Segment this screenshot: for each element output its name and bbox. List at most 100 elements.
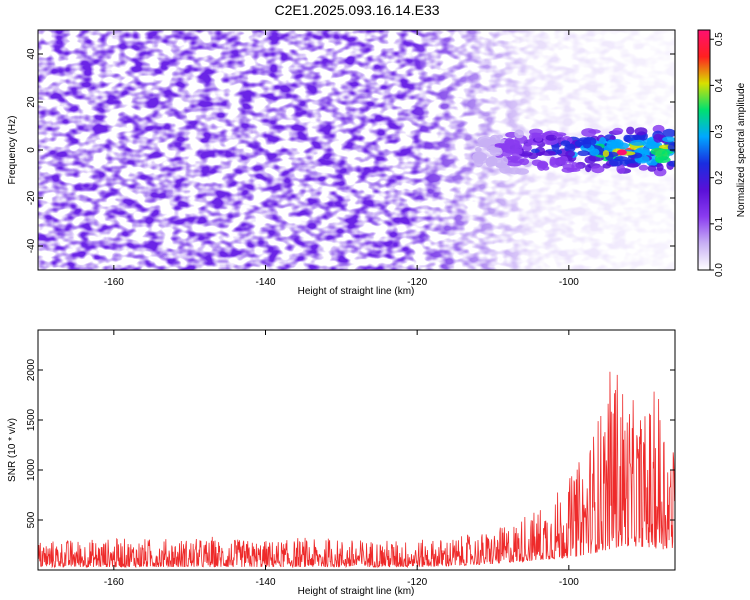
snr-series-line — [38, 371, 675, 569]
colorbar-tick-label: 0.5 — [714, 32, 725, 46]
signal-blob — [496, 134, 504, 139]
snr-x-tick-label: -100 — [559, 577, 579, 588]
signal-blob — [630, 139, 646, 146]
signal-blob — [602, 163, 611, 169]
colorbar-tick-label: 0.1 — [714, 216, 725, 230]
signal-blob — [540, 150, 557, 156]
spectrogram-panel: -160 -140 -120 -100 -40 -20 0 20 40 Height of s… — [7, 29, 676, 297]
spectrogram-y-tick-label: 20 — [26, 96, 37, 108]
signal-blob — [489, 147, 503, 157]
signal-blob — [646, 140, 663, 150]
snr-x-axis: -160 -140 -120 -100 — [104, 330, 579, 588]
signal-blob — [653, 167, 667, 177]
colorbar-tick-label: 0.3 — [714, 124, 725, 138]
colorbar: 0.0 0.1 0.2 0.3 0.4 0.5 Normalized spectral a… — [697, 29, 747, 277]
signal-blob — [653, 133, 663, 143]
colorbar-tick-label: 0.0 — [714, 263, 725, 277]
spectrogram-y-axis: -40 -20 0 20 40 — [26, 48, 675, 253]
snr-y-tick-label: 500 — [26, 511, 37, 528]
snr-frame — [37, 329, 676, 571]
spectrogram-y-tick-label: -40 — [26, 238, 37, 253]
signal-blob — [558, 155, 569, 166]
signal-blob — [591, 165, 605, 174]
spectrogram-y-tick-label: 40 — [26, 48, 37, 60]
snr-y-tick-label: 1000 — [26, 458, 37, 481]
signal-blob — [582, 139, 592, 149]
spectrogram-x-tick-label: -100 — [559, 277, 579, 288]
signal-blob — [606, 139, 616, 149]
colorbar-label: Normalized spectral amplitude — [736, 82, 747, 217]
signal-blob — [662, 128, 675, 138]
signal-blob — [577, 164, 584, 169]
signal-blob — [499, 164, 511, 174]
snr-y-tick-label: 2000 — [26, 358, 37, 381]
signal-blob — [506, 155, 520, 161]
signal-peak — [616, 149, 627, 156]
signal-blob — [545, 130, 559, 137]
signal-blob — [581, 128, 597, 137]
signal-blob — [602, 150, 610, 157]
signal-blob — [506, 160, 523, 167]
snr-x-label: Height of straight line (km) — [298, 586, 415, 597]
snr-y-axis: 500 1000 1500 2000 — [26, 358, 675, 528]
signal-blob — [515, 150, 523, 155]
snr-x-tick-label: -140 — [255, 577, 275, 588]
signal-blob — [534, 135, 543, 142]
signal-blob — [537, 161, 549, 168]
chart-title: C2E1.2025.093.16.14.E33 — [274, 2, 439, 18]
signal-blob — [545, 134, 557, 141]
spectrogram-x-tick-label: -160 — [104, 277, 124, 288]
colorbar-frame — [697, 29, 711, 271]
snr-x-tick-label: -160 — [104, 577, 124, 588]
signal-blob — [638, 164, 649, 171]
signal-blob — [522, 142, 532, 152]
colorbar-tick-label: 0.2 — [714, 170, 725, 184]
signal-blob — [500, 156, 509, 166]
signal-blob — [585, 164, 592, 173]
signal-blob — [555, 149, 563, 155]
signal-blob — [662, 136, 675, 143]
snr-y-tick-label: 1500 — [26, 408, 37, 431]
signal-blob — [626, 126, 635, 135]
signal-blob — [599, 137, 607, 146]
signal-blob — [612, 127, 624, 135]
signal-blob — [667, 160, 675, 167]
signal-blob — [577, 150, 590, 157]
signal-blob — [489, 158, 498, 167]
spectrogram-y-label: Frequency (Hz) — [7, 116, 18, 185]
signal-blob — [656, 163, 664, 172]
signal-blob — [584, 155, 597, 164]
signal-blob — [589, 148, 600, 156]
signal-blob — [608, 158, 623, 167]
colorbar-scale — [698, 30, 710, 270]
colorbar-ticks: 0.0 0.1 0.2 0.3 0.4 0.5 — [710, 32, 725, 277]
spectrogram-y-tick-label: -20 — [26, 190, 37, 205]
spectrogram-signal-band — [472, 124, 675, 177]
spectrogram-x-label: Height of straight line (km) — [298, 286, 415, 297]
spectrogram-x-tick-label: -120 — [407, 277, 427, 288]
spectrogram-x-axis: -160 -140 -120 -100 — [104, 30, 579, 288]
colorbar-tick-label: 0.4 — [714, 78, 725, 92]
signal-blob — [519, 150, 533, 157]
signal-blob — [472, 152, 488, 162]
signal-blob — [514, 129, 524, 139]
signal-blob — [500, 142, 510, 149]
signal-blob — [508, 167, 521, 175]
signal-blob — [475, 147, 482, 152]
snr-x-tick-label: -120 — [407, 577, 427, 588]
signal-blob — [647, 165, 657, 172]
snr-y-label: SNR (10 * v/v) — [7, 418, 18, 482]
spectrogram-x-tick-label: -140 — [255, 277, 275, 288]
snr-panel: -160 -140 -120 -100 500 1000 1500 2000 Height … — [7, 329, 676, 597]
signal-blob — [626, 163, 639, 168]
signal-blob — [616, 163, 626, 174]
signal-blob — [531, 148, 540, 154]
signal-blob — [654, 154, 665, 164]
signal-blob — [634, 127, 648, 136]
signal-blob — [560, 140, 571, 147]
signal-blob — [480, 140, 493, 145]
spectrogram-fade — [38, 30, 675, 270]
signal-blob — [562, 163, 575, 170]
signal-blob — [474, 159, 484, 168]
